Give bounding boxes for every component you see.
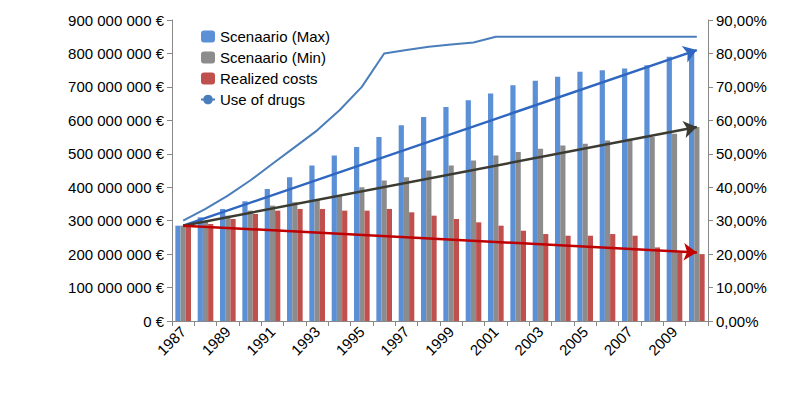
svg-text:10,00%: 10,00%	[716, 279, 767, 296]
svg-text:Scenaario (Min): Scenaario (Min)	[220, 49, 326, 66]
svg-text:Scenaario (Max): Scenaario (Max)	[220, 28, 330, 45]
svg-text:500 000 000 €: 500 000 000 €	[68, 145, 165, 162]
svg-text:2003: 2003	[511, 323, 547, 359]
svg-text:1995: 1995	[332, 323, 368, 359]
svg-text:1991: 1991	[243, 323, 279, 359]
svg-text:1999: 1999	[422, 323, 458, 359]
svg-text:2009: 2009	[645, 323, 681, 359]
svg-text:100 000 000 €: 100 000 000 €	[68, 279, 165, 296]
svg-text:1987: 1987	[154, 323, 190, 359]
svg-text:2005: 2005	[556, 323, 592, 359]
svg-text:Use of drugs: Use of drugs	[220, 91, 305, 108]
svg-text:Realized costs: Realized costs	[220, 70, 318, 87]
svg-text:800 000 000 €: 800 000 000 €	[68, 45, 165, 62]
svg-text:400 000 000 €: 400 000 000 €	[68, 179, 165, 196]
svg-text:1997: 1997	[377, 323, 413, 359]
svg-text:2001: 2001	[466, 323, 502, 359]
svg-text:1993: 1993	[288, 323, 324, 359]
svg-text:30,00%: 30,00%	[716, 212, 767, 229]
svg-text:50,00%: 50,00%	[716, 145, 767, 162]
svg-text:200 000 000 €: 200 000 000 €	[68, 246, 165, 263]
svg-text:0,00%: 0,00%	[716, 313, 759, 330]
svg-text:40,00%: 40,00%	[716, 179, 767, 196]
svg-text:70,00%: 70,00%	[716, 78, 767, 95]
svg-text:60,00%: 60,00%	[716, 112, 767, 129]
svg-text:300 000 000 €: 300 000 000 €	[68, 212, 165, 229]
svg-text:0 €: 0 €	[143, 313, 165, 330]
svg-text:90,00%: 90,00%	[716, 12, 767, 29]
svg-text:80,00%: 80,00%	[716, 45, 767, 62]
svg-text:700 000 000 €: 700 000 000 €	[68, 78, 165, 95]
svg-text:20,00%: 20,00%	[716, 246, 767, 263]
svg-text:2007: 2007	[600, 323, 636, 359]
svg-text:600 000 000 €: 600 000 000 €	[68, 112, 165, 129]
svg-text:900 000 000 €: 900 000 000 €	[68, 12, 165, 29]
svg-text:1989: 1989	[198, 323, 234, 359]
